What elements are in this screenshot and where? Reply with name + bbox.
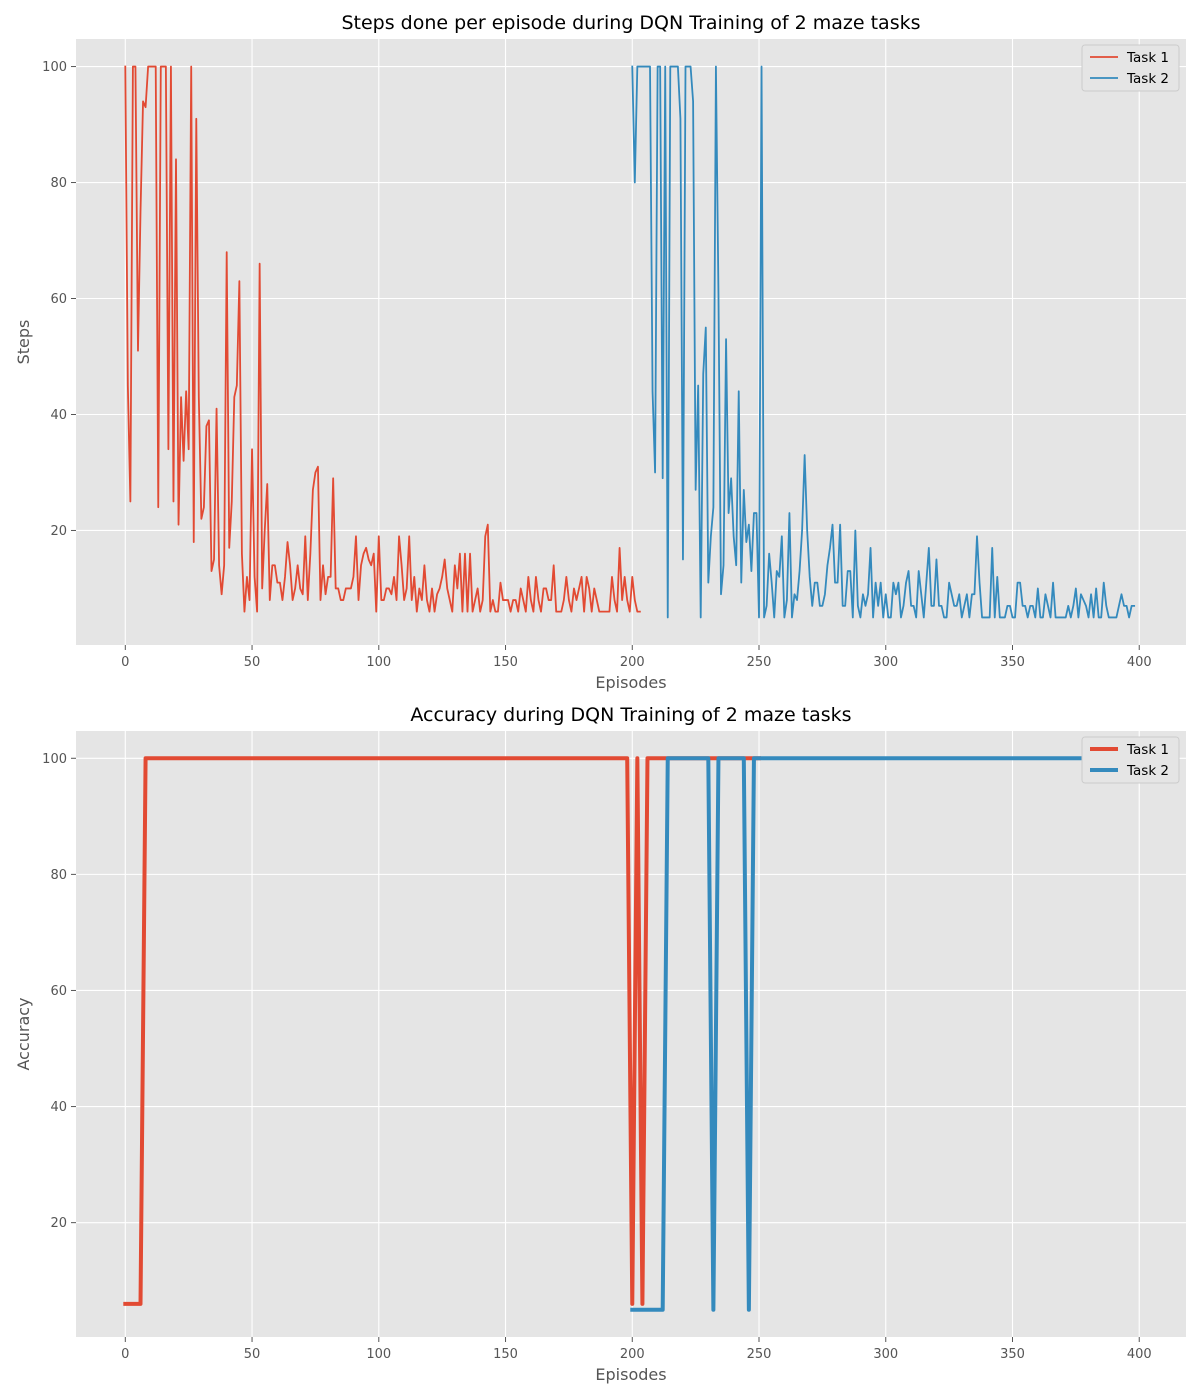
accuracy-x-tick-label: 200 [620,1347,645,1362]
steps-y-tick-label: 20 [50,524,67,539]
steps-x-tick-label: 200 [620,655,645,670]
steps-y-tick-label: 60 [50,292,67,307]
accuracy-y-tick-label: 40 [50,1100,67,1115]
accuracy-x-axis-label: Episodes [595,1365,666,1384]
accuracy-x-tick-label: 50 [244,1347,261,1362]
accuracy-y-tick-label: 20 [50,1216,67,1231]
steps-legend-label-task-1: Task 1 [1126,50,1169,66]
steps-y-tick-label: 40 [50,408,67,423]
steps-chart: 0 50 100 150 200 250 300 350 400 20 40 60 80 100 Step… [14,12,1186,692]
accuracy-y-tick-label: 80 [50,868,67,883]
accuracy-legend-label-task-2: Task 2 [1126,763,1169,779]
accuracy-x-tick-label: 0 [121,1347,129,1362]
steps-y-tick-label: 80 [50,176,67,191]
steps-y-axis-label: Steps [14,320,33,365]
steps-legend-label-task-2: Task 2 [1126,71,1169,87]
steps-x-tick-label: 300 [873,655,898,670]
accuracy-legend: Task 1 Task 2 [1082,737,1179,783]
steps-x-tick-label: 0 [121,655,129,670]
steps-chart-title: Steps done per episode during DQN Traini… [341,12,920,34]
accuracy-y-axis-label: Accuracy [14,997,33,1070]
steps-x-tick-label: 100 [366,655,391,670]
accuracy-chart-title: Accuracy during DQN Training of 2 maze t… [410,704,851,726]
steps-x-axis-label: Episodes [595,673,666,692]
steps-x-tick-label: 350 [1000,655,1025,670]
steps-y-tick-label: 100 [42,60,67,75]
accuracy-legend-label-task-1: Task 1 [1126,742,1169,758]
steps-x-tick-label: 150 [493,655,518,670]
steps-x-tick-label: 50 [244,655,261,670]
steps-legend: Task 1 Task 2 [1082,45,1179,91]
accuracy-x-tick-label: 150 [493,1347,518,1362]
accuracy-y-tick-label: 60 [50,984,67,999]
steps-x-tick-label: 400 [1127,655,1152,670]
accuracy-y-tick-label: 100 [42,752,67,767]
accuracy-chart: 0 50 100 150 200 250 300 350 400 20 40 60 80 100 Accu… [14,704,1186,1384]
accuracy-x-tick-label: 350 [1000,1347,1025,1362]
steps-x-tick-label: 250 [747,655,772,670]
accuracy-x-tick-label: 250 [747,1347,772,1362]
accuracy-x-tick-label: 100 [366,1347,391,1362]
accuracy-x-tick-label: 300 [873,1347,898,1362]
accuracy-x-tick-label: 400 [1127,1347,1152,1362]
